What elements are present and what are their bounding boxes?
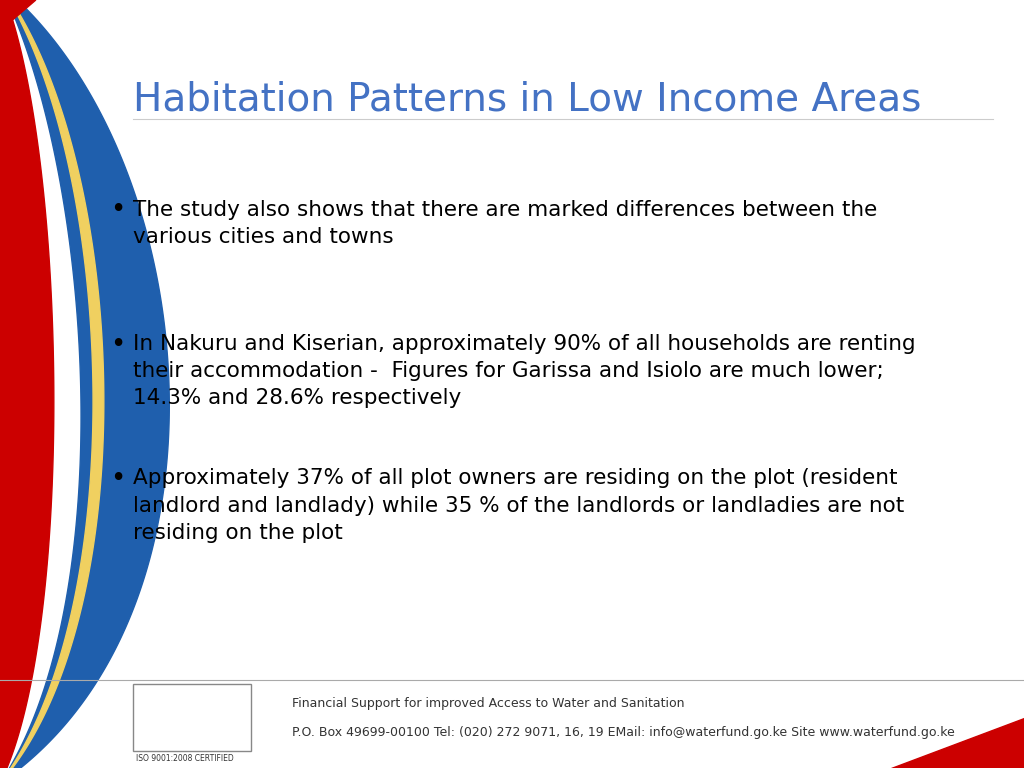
FancyBboxPatch shape <box>133 684 251 751</box>
Text: The study also shows that there are marked differences between the
various citie: The study also shows that there are mark… <box>133 200 878 247</box>
Text: Habitation Patterns in Low Income Areas: Habitation Patterns in Low Income Areas <box>133 81 922 118</box>
Polygon shape <box>0 0 36 31</box>
Polygon shape <box>891 718 1024 768</box>
Text: In Nakuru and Kiserian, approximately 90% of all households are renting
their ac: In Nakuru and Kiserian, approximately 90… <box>133 334 915 409</box>
Text: •: • <box>111 197 126 223</box>
Polygon shape <box>0 0 54 768</box>
Text: P.O. Box 49699-00100 Tel: (020) 272 9071, 16, 19 EMail: info@waterfund.go.ke Sit: P.O. Box 49699-00100 Tel: (020) 272 9071… <box>292 726 954 739</box>
Polygon shape <box>0 0 103 768</box>
Text: Financial Support for improved Access to Water and Sanitation: Financial Support for improved Access to… <box>292 697 684 710</box>
Text: •: • <box>111 466 126 492</box>
Polygon shape <box>0 0 169 768</box>
Text: •: • <box>111 332 126 358</box>
Text: ISO 9001:2008 CERTIFIED: ISO 9001:2008 CERTIFIED <box>136 754 233 763</box>
Text: Approximately 37% of all plot owners are residing on the plot (resident
landlord: Approximately 37% of all plot owners are… <box>133 468 904 543</box>
